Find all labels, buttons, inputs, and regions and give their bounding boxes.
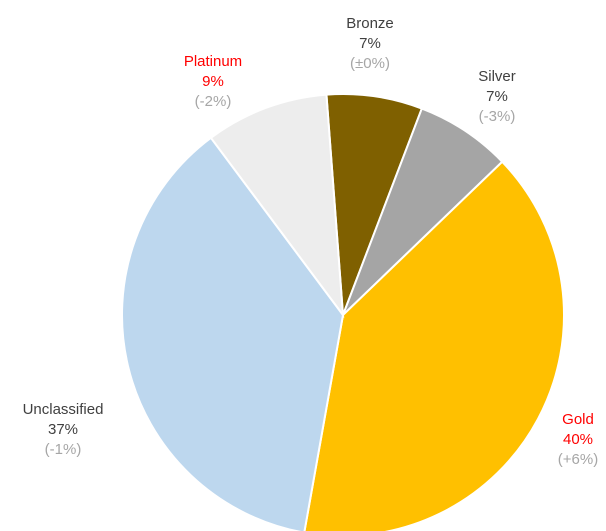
slice-percent: 7% (359, 35, 381, 52)
slice-change: (+6%) (558, 451, 598, 468)
slice-change: (±0%) (350, 55, 390, 72)
slice-name: Unclassified (23, 401, 104, 418)
slice-percent: 9% (202, 73, 224, 90)
pie-slice (121, 136, 345, 531)
slice-name: Bronze (346, 15, 394, 32)
slice-name: Platinum (184, 53, 242, 70)
pie-slice (303, 160, 565, 531)
slice-change: (-3%) (479, 108, 516, 125)
slice-percent: 40% (563, 431, 593, 448)
slice-percent: 37% (48, 421, 78, 438)
slice-name: Silver (478, 68, 516, 85)
pie-slice (209, 93, 345, 319)
slice-change: (-1%) (45, 441, 82, 458)
slice-name: Gold (562, 411, 594, 428)
slice-percent: 7% (486, 88, 508, 105)
slice-change: (-2%) (195, 93, 232, 110)
